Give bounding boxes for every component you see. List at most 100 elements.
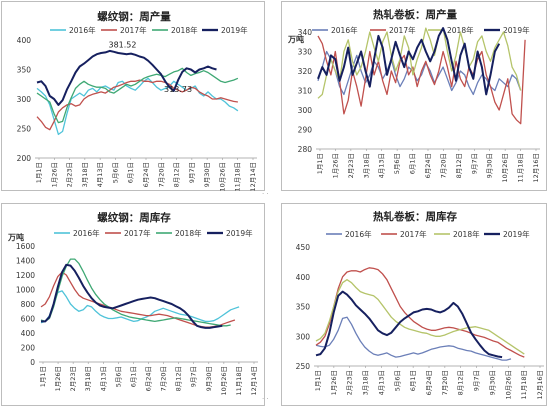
x-tick-label: 10月26日 — [504, 370, 512, 400]
x-tick-label: 1月1日 — [35, 162, 43, 183]
legend-label: 2017年 — [120, 25, 147, 35]
x-tick-label: 1月1日 — [316, 153, 324, 174]
legend-label: 2019年 — [221, 25, 248, 35]
legend-label: 2016年 — [69, 25, 96, 35]
series-line-2019年 — [41, 263, 223, 329]
x-tick-label: 7月20日 — [157, 162, 165, 187]
y-tick-label: 0 — [30, 358, 35, 367]
x-tick-label: 11月18日 — [234, 162, 242, 192]
x-tick-label: 6月24日 — [424, 153, 432, 178]
x-tick-label: 9月7日 — [190, 366, 198, 387]
y-tick-label: 300 — [17, 95, 32, 104]
y-tick-label: 320 — [298, 67, 313, 76]
y-tick-label: 350 — [296, 303, 311, 312]
x-tick-label: 7月20日 — [160, 366, 168, 391]
x-tick-label: 6月1日 — [127, 162, 135, 183]
x-tick-label: 4月13日 — [96, 162, 104, 187]
series-line-2018年 — [36, 67, 239, 124]
hrc-weekly-output-panel: 热轧卷板：周产量 万吨 2016年 2017年 2018年 2019年 280 290 300 3… — [281, 1, 547, 191]
x-tick-label: 6月1日 — [409, 370, 417, 391]
x-tick-label: 10月26日 — [501, 153, 509, 183]
legend-label: 2018年 — [447, 25, 474, 35]
x-tick-label: 11月18日 — [235, 366, 243, 396]
rebar-weekly-inventory-panel: 螺纹钢：周库存 万吨 2016年 2017年 2018年 2019年 0 200 400 600 8… — [1, 203, 265, 406]
chart-title: 螺纹钢：周产量 — [97, 10, 171, 23]
y-tick-label: 1600 — [16, 242, 35, 251]
x-tick-label: 8月12日 — [455, 153, 463, 178]
y-tick-label: 450 — [296, 243, 311, 252]
x-tick-label: 4月13日 — [99, 366, 107, 391]
y-tick-label: 310 — [298, 87, 313, 96]
series-line-2019年 — [36, 49, 217, 106]
legend-label: 2017年 — [389, 25, 416, 35]
series-line-2019年 — [315, 290, 503, 359]
x-tick-label: 7月20日 — [441, 370, 449, 395]
series-line-2016年 — [36, 77, 239, 136]
y-tick-label: 340 — [298, 28, 313, 37]
x-tick-label: 2月23日 — [66, 162, 74, 187]
legend-label: 2019年 — [503, 229, 530, 239]
x-tick-label: 6月24日 — [425, 370, 433, 395]
x-tick-label: 4月13日 — [377, 370, 385, 395]
x-tick-label: 3月18日 — [84, 366, 92, 391]
y-unit-label: 万吨 — [287, 34, 304, 44]
legend-label: 2017年 — [400, 229, 427, 239]
x-tick-label: 12月14日 — [250, 366, 258, 396]
y-tick-label: 290 — [298, 126, 313, 135]
series-line-2016年 — [40, 290, 240, 324]
x-tick-label: 2月23日 — [347, 153, 355, 178]
x-tick-label: 5月6日 — [393, 153, 401, 174]
x-tick-label: 9月7日 — [470, 153, 478, 174]
x-tick-label: 12月16日 — [532, 153, 540, 183]
y-tick-label: 1400 — [16, 257, 35, 266]
x-tick-label: 1月1日 — [314, 370, 322, 391]
x-tick-label: 9月30日 — [488, 370, 496, 395]
x-tick-label: 11月18日 — [520, 370, 528, 400]
rebar-weekly-output-panel: 螺纹钢：周产量 2016年 2017年 2018年 2019年 200 250 300 350 4… — [1, 1, 265, 192]
series-line-2018年 — [315, 279, 525, 355]
x-tick-label: 12月16日 — [536, 370, 544, 400]
x-tick-label: 1月26日 — [331, 153, 339, 178]
y-tick-label: 800 — [21, 300, 36, 309]
x-tick-label: 10月26日 — [218, 162, 226, 192]
x-tick-label: 9月30日 — [205, 366, 213, 391]
y-tick-label: 300 — [296, 332, 311, 341]
x-tick-label: 1月1日 — [39, 366, 47, 387]
legend-label: 2016年 — [331, 25, 358, 35]
y-tick-label: 250 — [296, 362, 311, 371]
y-tick-label: 300 — [298, 106, 313, 115]
x-tick-label: 3月18日 — [362, 153, 370, 178]
x-tick-label: 2月23日 — [69, 366, 77, 391]
y-tick-label: 1200 — [16, 271, 35, 280]
x-tick-label: 1月26日 — [330, 370, 338, 395]
hrc-weekly-inventory-panel: 热轧卷板：周库存 2016年 2017年 2018年 2019年 250 300 350 400… — [281, 203, 547, 406]
x-tick-label: 8月12日 — [175, 366, 183, 391]
x-tick-label: 9月7日 — [188, 162, 196, 183]
y-tick-label: 200 — [21, 344, 36, 353]
legend-label: 2016年 — [73, 228, 100, 238]
x-tick-label: 6月1日 — [129, 366, 137, 387]
x-tick-label: 11月18日 — [517, 153, 525, 183]
x-tick-label: 9月7日 — [473, 370, 481, 391]
x-tick-label: 8月12日 — [173, 162, 181, 187]
legend-label: 2018年 — [453, 229, 480, 239]
y-tick-label: 330 — [298, 48, 313, 57]
x-tick-label: 9月30日 — [486, 153, 494, 178]
series-line-2017年 — [315, 267, 525, 358]
y-unit-label: 万吨 — [7, 232, 24, 242]
x-tick-label: 9月30日 — [203, 162, 211, 187]
panel-separator-dots: . . — [262, 393, 269, 401]
y-tick-label: 400 — [21, 329, 36, 338]
series-line-2019年 — [317, 27, 501, 96]
legend-label: 2017年 — [124, 228, 151, 238]
x-tick-label: 6月24日 — [142, 162, 150, 187]
x-tick-label: 3月18日 — [81, 162, 89, 187]
x-tick-label: 10月26日 — [220, 366, 228, 396]
x-tick-label: 6月1日 — [409, 153, 417, 174]
x-tick-label: 5月6日 — [111, 162, 119, 183]
x-tick-label: 5月6日 — [114, 366, 122, 387]
x-tick-label: 4月13日 — [378, 153, 386, 178]
x-tick-label: 7月20日 — [439, 153, 447, 178]
series-line-2018年 — [317, 27, 522, 99]
